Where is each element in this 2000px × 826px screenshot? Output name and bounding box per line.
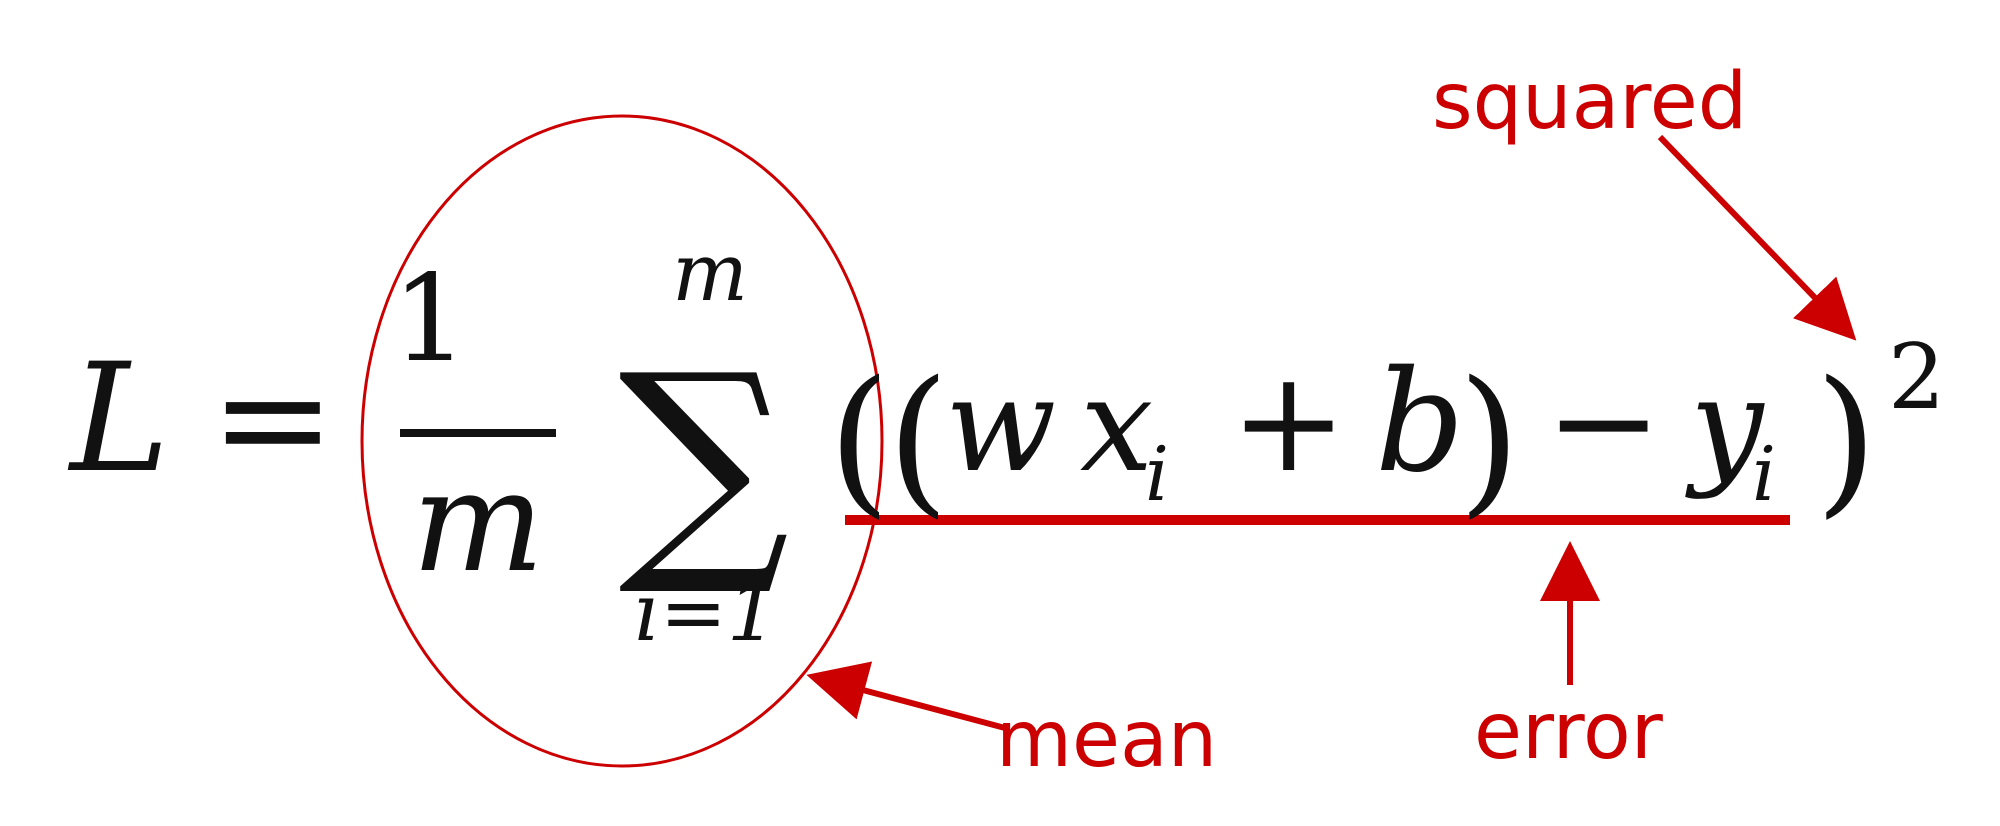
error-label: error <box>1474 687 1664 777</box>
bias-b: b <box>1375 341 1465 504</box>
fraction-numerator: 1 <box>392 250 468 389</box>
equals-sign: = <box>210 332 336 506</box>
fraction-denominator: m <box>412 441 545 604</box>
mean-arrow <box>806 661 1006 731</box>
x-subscript-i: i <box>1145 430 1169 518</box>
outer-close-paren: ) <box>1815 346 1877 533</box>
loss-symbol: L <box>67 332 170 506</box>
outer-open-paren: ( <box>828 346 890 533</box>
input-x: x <box>1080 349 1153 501</box>
plus-sign: + <box>1230 341 1347 504</box>
y-subscript-i: i <box>1752 430 1776 518</box>
exponent-2: 2 <box>1888 325 1945 430</box>
summation-symbol: ∑ <box>618 322 789 602</box>
summation-lower-limit: i=1 <box>634 566 778 659</box>
mean-ellipse <box>360 114 884 768</box>
summation-upper-limit: m <box>672 226 748 319</box>
mean-label: mean <box>996 695 1217 785</box>
squared-label: squared <box>1432 57 1747 147</box>
inner-open-paren: ( <box>887 346 949 533</box>
squared-arrow <box>1657 134 1857 341</box>
minus-sign: − <box>1545 341 1662 504</box>
weight-w: w <box>945 349 1056 501</box>
target-y: y <box>1685 349 1765 501</box>
inner-close-paren: ) <box>1458 346 1520 533</box>
